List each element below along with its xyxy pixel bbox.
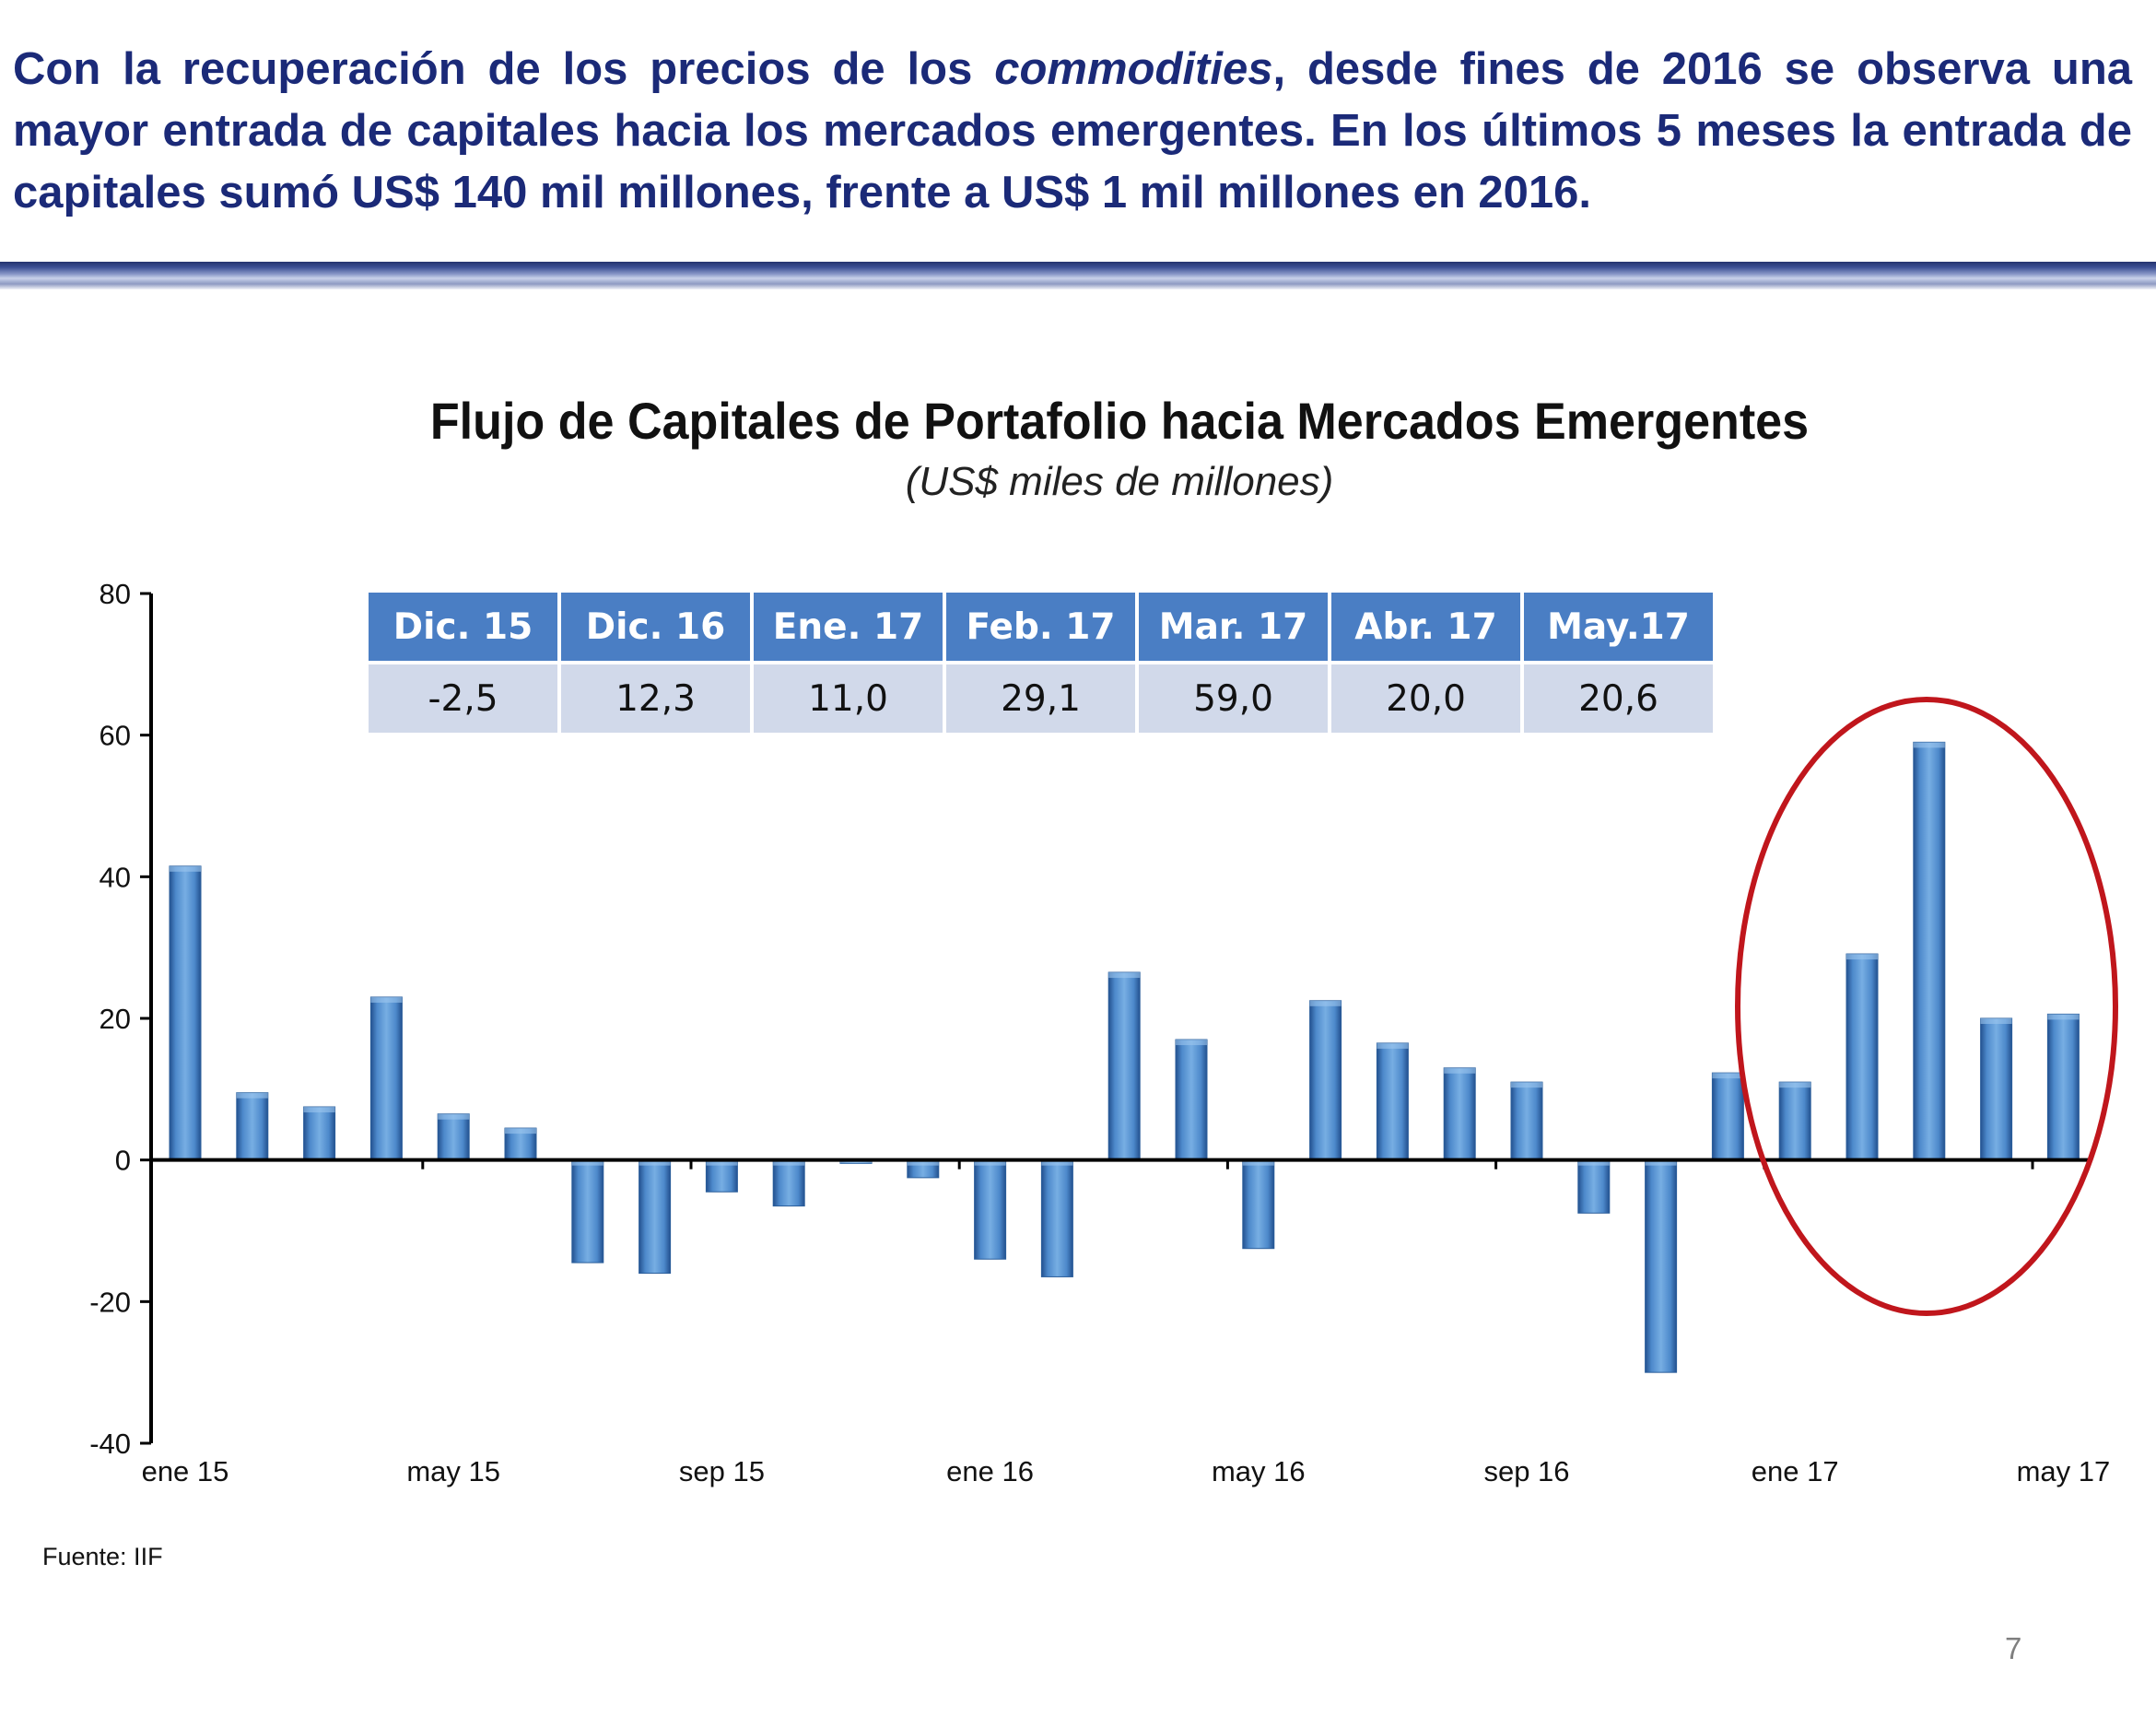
bar-bevel bbox=[1712, 1073, 1743, 1078]
data-table: Dic. 15 Dic. 16 Ene. 17 Feb. 17 Mar. 17 … bbox=[365, 589, 1717, 736]
bar-may-15 bbox=[438, 1114, 469, 1160]
bar-feb-16 bbox=[1041, 1160, 1072, 1277]
x-tick-label: may 16 bbox=[1212, 1455, 1306, 1487]
bar-oct-16 bbox=[1578, 1160, 1610, 1214]
bar-bevel bbox=[1310, 1001, 1342, 1006]
bar-bevel bbox=[2047, 1014, 2079, 1019]
x-tick-label: ene 15 bbox=[142, 1455, 229, 1487]
bar-bevel bbox=[1914, 742, 1945, 747]
source-note: Fuente: IIF bbox=[42, 1543, 163, 1571]
table-cell: -2,5 bbox=[369, 664, 557, 733]
y-tick-label: -20 bbox=[89, 1286, 131, 1318]
y-tick-label: 60 bbox=[100, 720, 131, 752]
bar-bevel bbox=[1846, 954, 1878, 959]
y-tick-labels: 80 60 40 20 0 -20 -40 bbox=[89, 578, 131, 1460]
table-row: -2,5 12,3 11,0 29,1 59,0 20,0 20,6 bbox=[369, 664, 1713, 733]
table-cell: 59,0 bbox=[1139, 664, 1328, 733]
bar-may-16 bbox=[1243, 1160, 1274, 1249]
bar-jul-16 bbox=[1377, 1043, 1408, 1160]
y-tick-label: 20 bbox=[100, 1003, 131, 1035]
bar-jun-16 bbox=[1310, 1001, 1342, 1160]
table-cell: 29,1 bbox=[946, 664, 1135, 733]
table-header-cell: Dic. 15 bbox=[369, 593, 557, 661]
bar-sep-16 bbox=[1511, 1082, 1542, 1160]
table-cell: 12,3 bbox=[561, 664, 750, 733]
table-header-cell: Dic. 16 bbox=[561, 593, 750, 661]
bar-ene-17 bbox=[1779, 1082, 1810, 1160]
bar-bevel bbox=[438, 1114, 469, 1120]
bar-feb-15 bbox=[237, 1093, 268, 1160]
table-cell: 20,6 bbox=[1524, 664, 1713, 733]
y-tick-label: -40 bbox=[89, 1428, 131, 1460]
bar-jul-15 bbox=[572, 1160, 603, 1263]
bar-mar-15 bbox=[304, 1107, 335, 1160]
bar-ene-16 bbox=[975, 1160, 1006, 1260]
bar-bevel bbox=[1108, 972, 1140, 978]
bar-bevel bbox=[1779, 1082, 1810, 1087]
bar-may-17 bbox=[2047, 1014, 2079, 1159]
table-header-row: Dic. 15 Dic. 16 Ene. 17 Feb. 17 Mar. 17 … bbox=[369, 593, 1713, 661]
bar-bevel bbox=[170, 866, 201, 872]
bar-bevel bbox=[304, 1107, 335, 1112]
y-tick-label: 0 bbox=[115, 1145, 131, 1177]
bar-oct-15 bbox=[773, 1160, 804, 1206]
y-tick-label: 80 bbox=[100, 578, 131, 610]
bar-abr-16 bbox=[1176, 1040, 1207, 1160]
bar-ago-15 bbox=[639, 1160, 671, 1274]
bar-dic-16 bbox=[1712, 1073, 1743, 1160]
table-header-cell: Feb. 17 bbox=[946, 593, 1135, 661]
bar-bevel bbox=[237, 1093, 268, 1099]
bar-ago-16 bbox=[1444, 1068, 1475, 1160]
bar-ene-15 bbox=[170, 866, 201, 1160]
x-tick-label: sep 15 bbox=[679, 1455, 765, 1487]
bar-abr-15 bbox=[370, 997, 402, 1160]
x-tick-label: may 15 bbox=[406, 1455, 500, 1487]
bar-bevel bbox=[505, 1128, 536, 1134]
bar-abr-17 bbox=[1981, 1018, 2012, 1160]
bar-feb-17 bbox=[1846, 954, 1878, 1160]
table-cell: 20,0 bbox=[1331, 664, 1520, 733]
bar-mar-17 bbox=[1914, 742, 1945, 1159]
x-tick-label: sep 16 bbox=[1483, 1455, 1569, 1487]
x-tick-label: ene 17 bbox=[1752, 1455, 1839, 1487]
bar-bevel bbox=[1444, 1068, 1475, 1074]
page-number: 7 bbox=[2005, 1631, 2021, 1666]
x-tick-labels: ene 15 may 15 sep 15 ene 16 may 16 sep 16 ene … bbox=[142, 1455, 2111, 1487]
bar-bevel bbox=[1511, 1082, 1542, 1087]
bar-bevel bbox=[370, 997, 402, 1003]
table-header-cell: May.17 bbox=[1524, 593, 1713, 661]
y-tick-label: 40 bbox=[100, 861, 131, 893]
table-header-cell: Abr. 17 bbox=[1331, 593, 1520, 661]
table-header-cell: Mar. 17 bbox=[1139, 593, 1328, 661]
x-tick-label: ene 16 bbox=[946, 1455, 1034, 1487]
bar-series bbox=[170, 742, 2079, 1372]
bar-bevel bbox=[1981, 1018, 2012, 1024]
bar-bevel bbox=[1176, 1040, 1207, 1045]
x-tick-label: may 17 bbox=[2017, 1455, 2111, 1487]
table-header-cell: Ene. 17 bbox=[754, 593, 943, 661]
bar-bevel bbox=[1377, 1043, 1408, 1049]
table-cell: 11,0 bbox=[754, 664, 943, 733]
bar-nov-16 bbox=[1646, 1160, 1677, 1373]
bar-mar-16 bbox=[1108, 972, 1140, 1160]
